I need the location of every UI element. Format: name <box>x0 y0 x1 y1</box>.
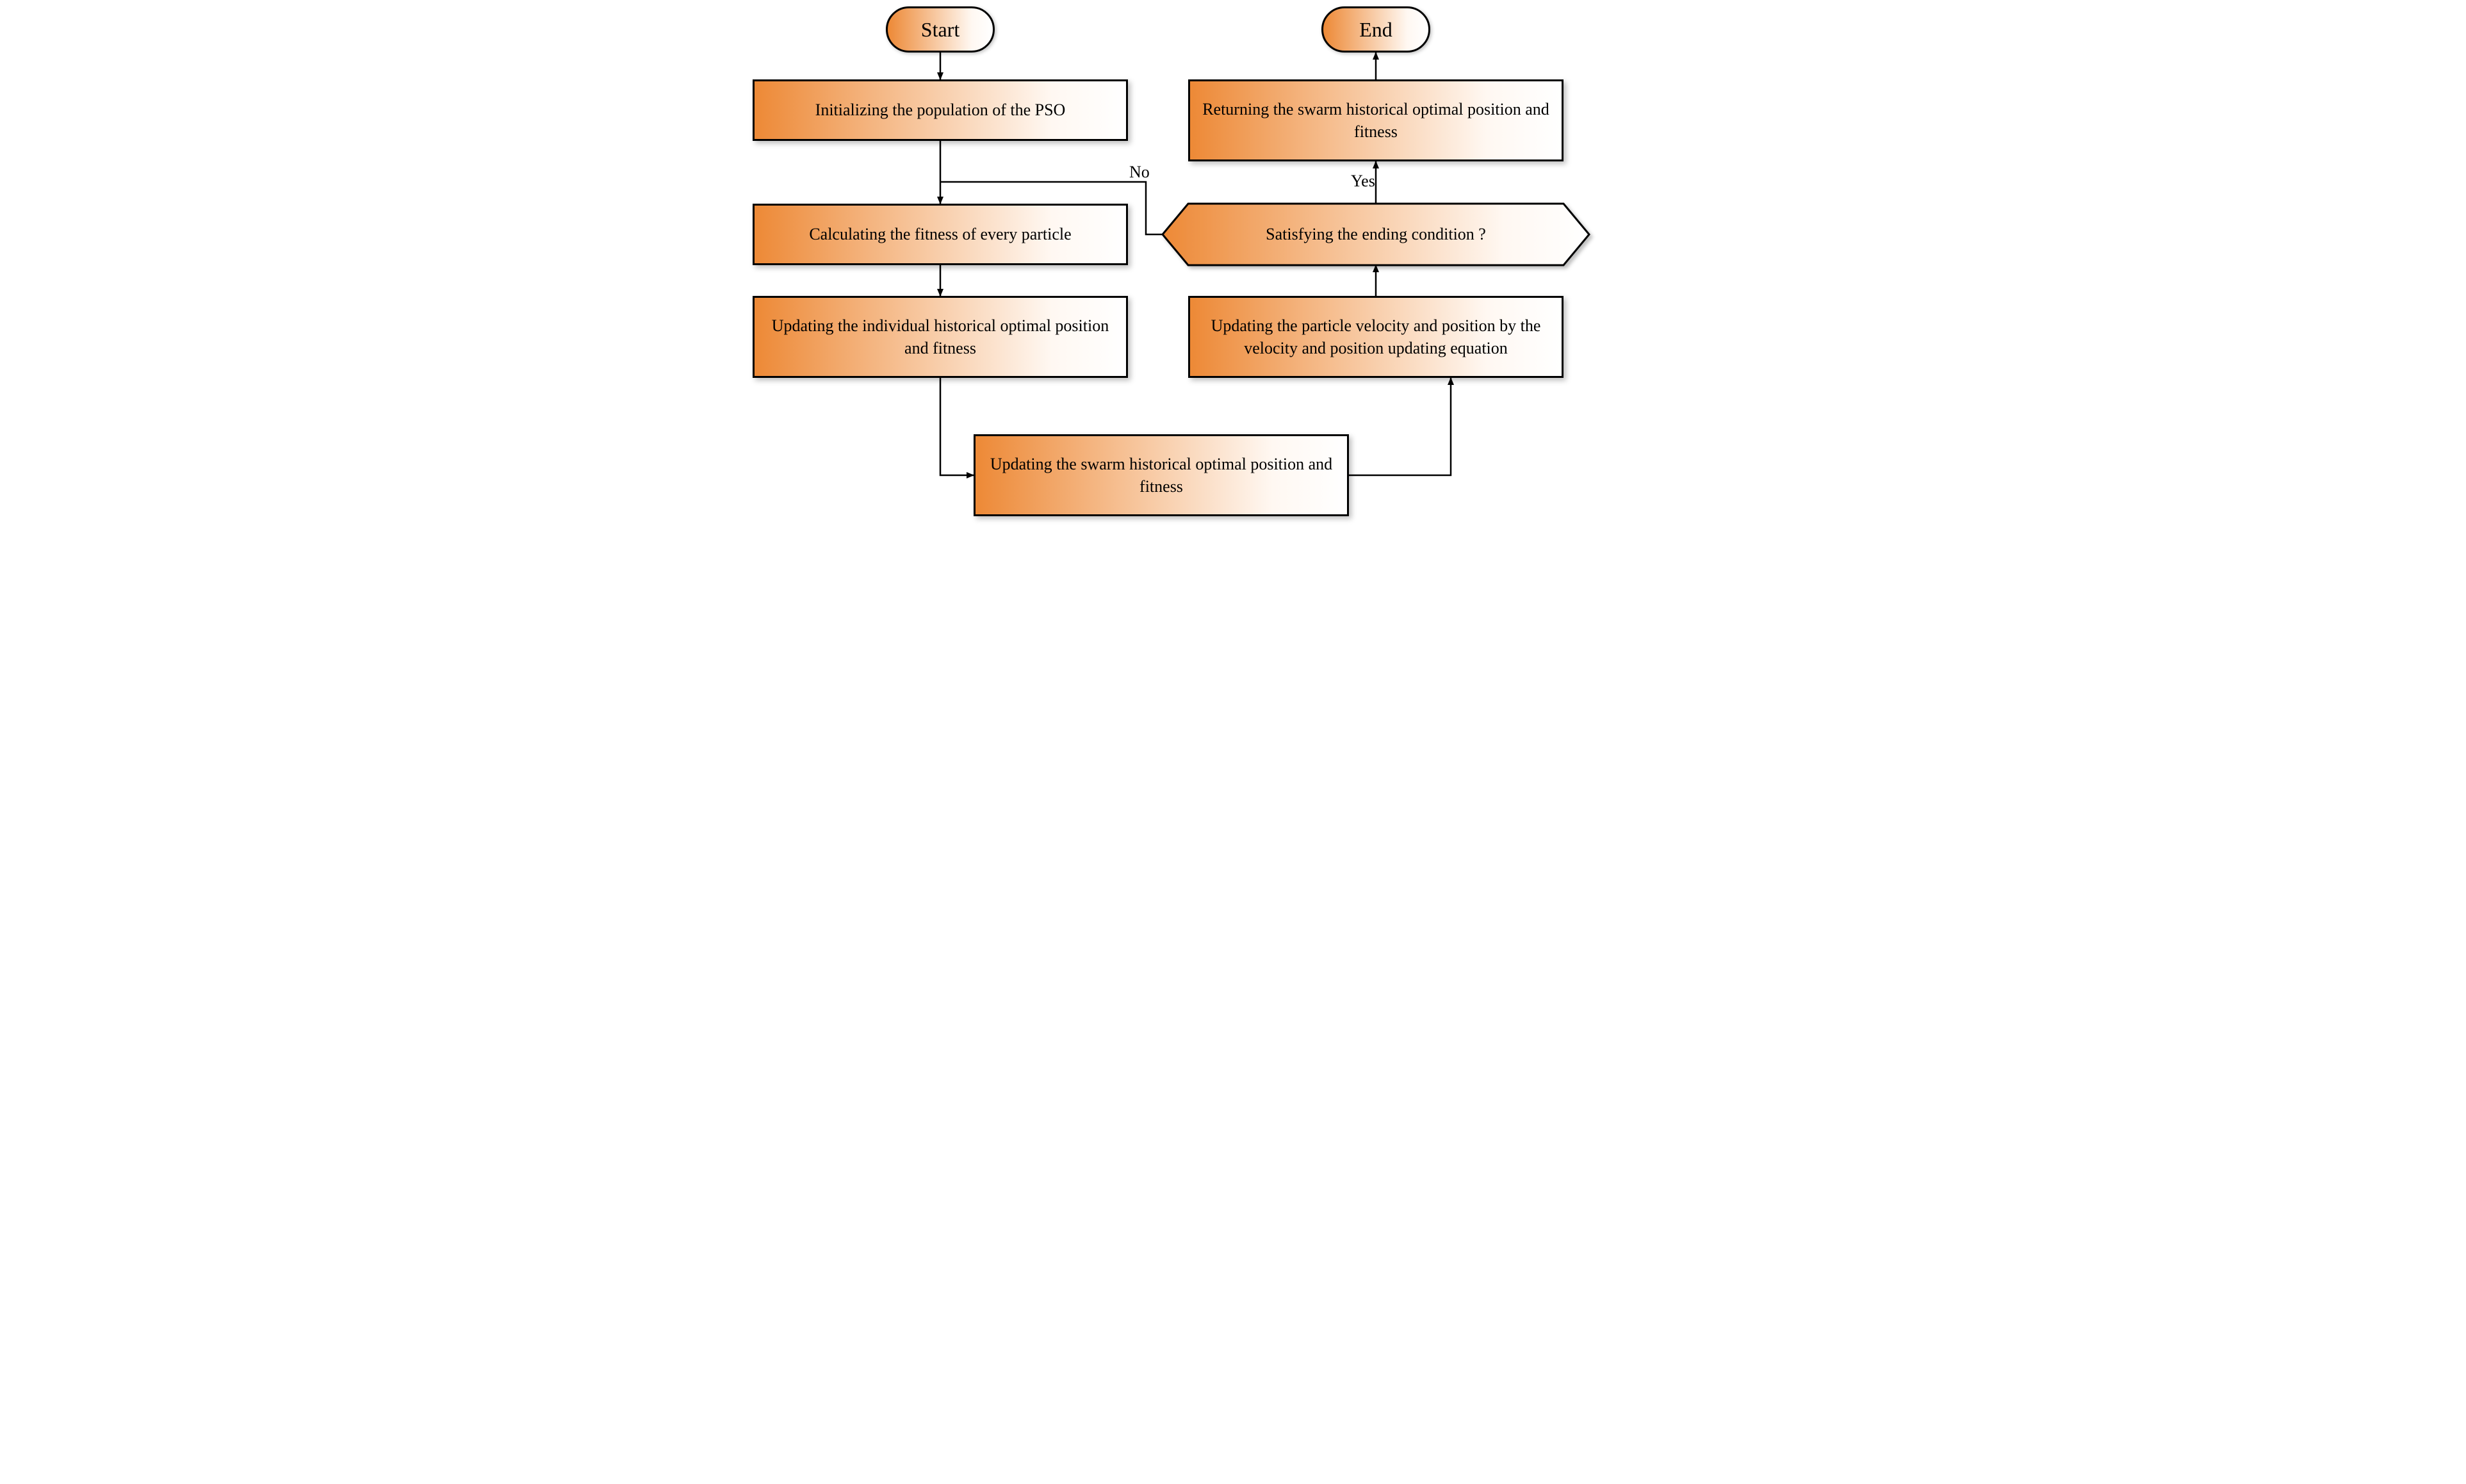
node-upd_vel: Updating the particle velocity and posit… <box>1188 296 1564 378</box>
node-upd_swarm: Updating the swarm historical optimal po… <box>974 434 1349 516</box>
edge-e9-label: No <box>1129 163 1150 182</box>
edge-e7-label: Yes <box>1351 172 1375 191</box>
node-upd_swarm-label: Updating the swarm historical optimal po… <box>983 453 1339 498</box>
node-return-label: Returning the swarm historical optimal p… <box>1198 98 1554 143</box>
node-upd_ind-label: Updating the individual historical optim… <box>762 314 1118 359</box>
edge-e5 <box>1349 378 1451 475</box>
node-start: Start <box>886 6 995 53</box>
node-return: Returning the swarm historical optimal p… <box>1188 79 1564 161</box>
node-calc: Calculating the fitness of every particl… <box>753 204 1128 265</box>
node-end: End <box>1321 6 1430 53</box>
flowchart-canvas: Start Initializing the population of the … <box>740 0 1726 594</box>
node-init-label: Initializing the population of the PSO <box>815 99 1066 121</box>
node-calc-label: Calculating the fitness of every particl… <box>809 223 1071 245</box>
node-init: Initializing the population of the PSO <box>753 79 1128 141</box>
node-upd_vel-label: Updating the particle velocity and posit… <box>1198 314 1554 359</box>
node-decision-label: Satisfying the ending condition ? <box>1266 225 1486 244</box>
node-decision: Satisfying the ending condition ? <box>1163 204 1589 265</box>
node-start-label: Start <box>921 18 959 42</box>
edge-e4 <box>940 378 974 475</box>
node-upd_ind: Updating the individual historical optim… <box>753 296 1128 378</box>
node-end-label: End <box>1359 18 1392 42</box>
